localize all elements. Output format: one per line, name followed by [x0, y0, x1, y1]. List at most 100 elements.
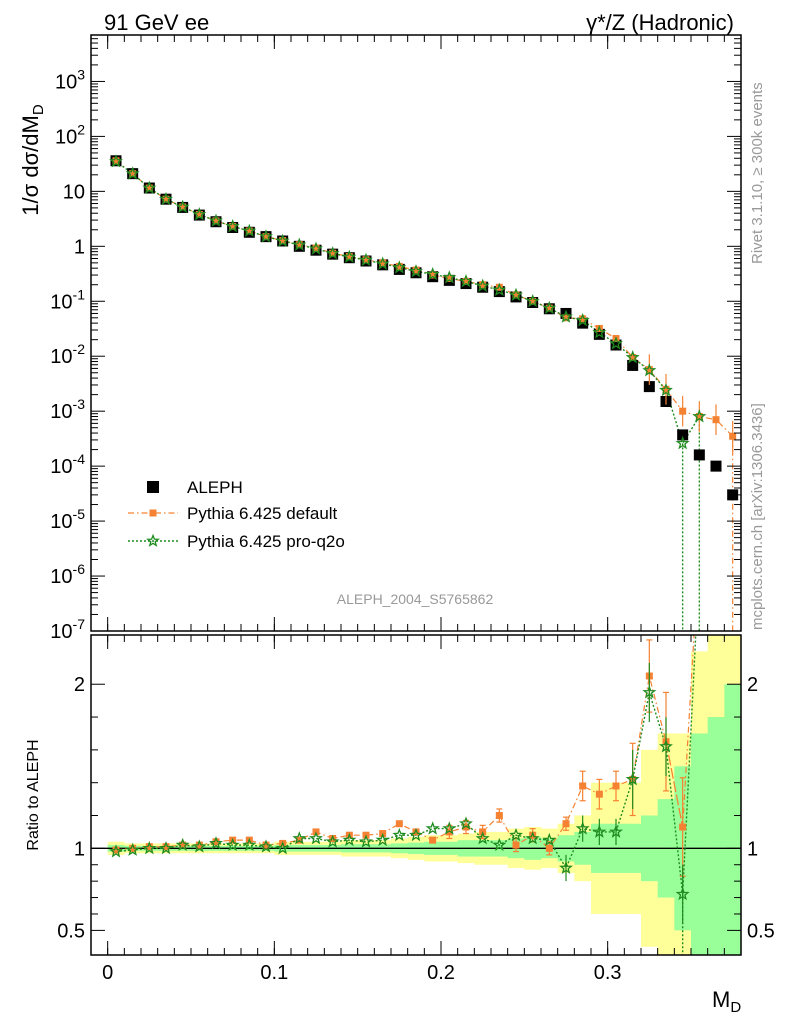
- ratio-point-default: [579, 782, 587, 790]
- pro-point: [625, 350, 640, 364]
- default-point: [279, 237, 287, 245]
- default-point: [462, 277, 470, 285]
- main-frame: [90, 34, 742, 632]
- default-point: [529, 297, 537, 305]
- ratio-point-pro: [192, 839, 207, 853]
- header-left: 91 GeV ee: [104, 10, 209, 35]
- default-point: [645, 366, 653, 374]
- ratio-point-pro: [309, 831, 323, 845]
- ratio-point-default: [512, 841, 520, 849]
- pro-point: [659, 383, 673, 397]
- ratio-point-pro: [492, 837, 507, 851]
- ratio-point-pro: [659, 739, 673, 753]
- band-inner: [691, 733, 708, 955]
- pro-point: [109, 154, 123, 168]
- y-tick-label: 103: [55, 66, 85, 93]
- pro-point: [225, 219, 240, 233]
- ratio-y-tick-label-right: 0.5: [747, 920, 775, 942]
- legend-marker-aleph: [147, 481, 159, 493]
- ratio-point-default: [212, 838, 220, 846]
- ratio-point-default: [195, 841, 203, 849]
- ratio-point-pro: [592, 824, 607, 838]
- series-line-pro: [115, 160, 700, 445]
- ratio-point-pro: [625, 772, 640, 786]
- pro-point: [609, 336, 623, 350]
- ratio-point-default: [562, 820, 570, 828]
- ratio-point-default: [129, 844, 137, 852]
- ratio-point-pro: [375, 832, 390, 847]
- ratio-point-pro: [109, 844, 123, 858]
- aleph-point: [610, 339, 622, 351]
- x-tick-label: 0.1: [260, 962, 288, 984]
- ratio-point-pro: [175, 837, 190, 851]
- pro-point: [575, 312, 590, 327]
- default-point: [479, 281, 487, 289]
- ratio-point-default: [595, 790, 603, 798]
- default-point: [495, 283, 503, 291]
- default-point: [562, 314, 570, 322]
- pro-point: [675, 435, 690, 450]
- ratio-point-pro: [342, 832, 357, 847]
- y-tick-label: 10-7: [50, 616, 85, 643]
- svg-text:1/σ dσ/dMD: 1/σ dσ/dMD: [18, 104, 47, 216]
- pro-point: [692, 409, 707, 423]
- y-axis-title-ratio: Ratio to ALEPH: [25, 739, 42, 850]
- ratio-frame: [90, 634, 742, 956]
- ratio-point-default: [162, 843, 170, 851]
- pro-point: [142, 180, 157, 195]
- ratio-point-default: [179, 841, 187, 849]
- default-point: [345, 253, 353, 261]
- ratio-point-pro: [542, 832, 557, 847]
- pro-point: [409, 264, 423, 278]
- ratio-point-pro: [242, 837, 257, 851]
- ratio-point-default: [545, 844, 553, 852]
- x-tick-label: 0.3: [594, 962, 622, 984]
- default-point: [579, 315, 587, 323]
- ratio-y-tick-label-right: 2: [747, 674, 758, 696]
- ratio-point-pro: [159, 840, 173, 855]
- pro-point: [125, 166, 140, 180]
- ratio-point-default: [462, 823, 470, 831]
- pro-point: [425, 266, 440, 281]
- aleph-point: [727, 489, 739, 501]
- pro-point: [342, 249, 357, 263]
- ratio-point-pro: [209, 836, 223, 850]
- pro-point: [325, 246, 340, 260]
- y-tick-label: 102: [55, 121, 85, 148]
- default-point: [295, 241, 303, 249]
- aleph-point: [627, 359, 639, 371]
- y-tick-label: 10-6: [50, 561, 85, 588]
- default-point: [112, 157, 120, 165]
- x-axis-title: MD: [712, 987, 741, 1016]
- y-tick-label: 10: [63, 181, 85, 203]
- pro-point: [375, 256, 390, 270]
- ratio-point-pro: [392, 827, 407, 842]
- pro-point: [292, 237, 307, 251]
- x-tick-label: 0.2: [427, 962, 455, 984]
- default-point: [245, 227, 253, 235]
- aleph-point: [493, 286, 505, 298]
- mcplots-label: mcplots.cern.ch [arXiv:1306.3436]: [749, 403, 766, 630]
- default-point: [545, 304, 553, 312]
- ratio-y-tick-label-right: 1: [747, 838, 758, 860]
- ratio-y-tick-label: 2: [74, 674, 85, 696]
- ratio-point-default: [429, 836, 437, 844]
- ratio-point-default: [529, 831, 537, 839]
- ratio-y-tick-label: 1: [74, 838, 85, 860]
- ratio-line-default-tail: [665, 741, 684, 828]
- default-point: [445, 274, 453, 282]
- default-point: [262, 233, 270, 241]
- default-point: [329, 249, 337, 257]
- ratio-point-default: [262, 841, 270, 849]
- pro-point: [642, 363, 657, 377]
- pro-point: [209, 213, 223, 227]
- pro-point: [542, 300, 557, 315]
- ratio-point-pro: [475, 831, 490, 845]
- default-point: [145, 184, 153, 192]
- legend-label: ALEPH: [187, 478, 243, 497]
- ratio-point-pro: [359, 834, 373, 848]
- pro-point: [509, 287, 523, 302]
- y-tick-label: 10-4: [50, 451, 85, 478]
- svg-text:MD: MD: [712, 987, 741, 1016]
- header-right: γ*/Z (Hadronic): [586, 10, 734, 35]
